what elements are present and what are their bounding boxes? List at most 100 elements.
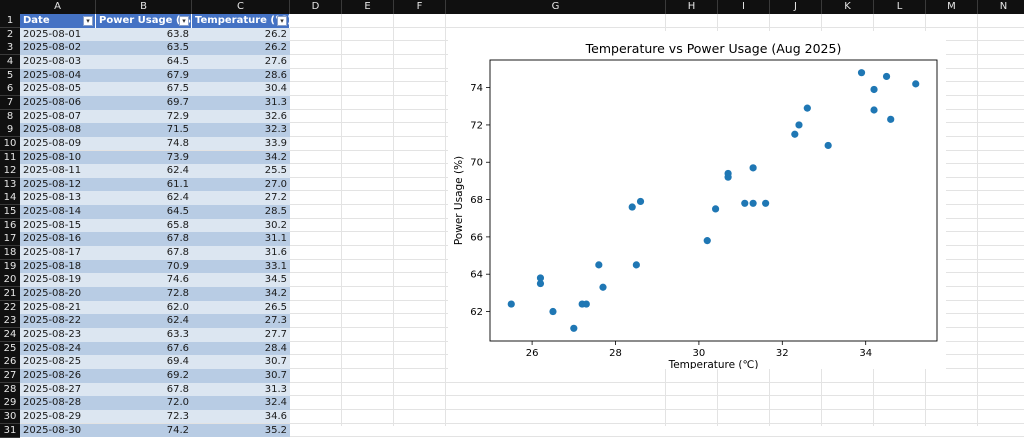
table-cell[interactable]: 2025-08-15: [20, 218, 96, 233]
row-header-14[interactable]: 14: [0, 191, 20, 206]
table-cell[interactable]: 26.2: [192, 27, 290, 42]
table-cell[interactable]: 31.3: [192, 95, 290, 110]
data-point[interactable]: [636, 197, 645, 206]
table-cell[interactable]: 2025-08-07: [20, 109, 96, 124]
table-cell[interactable]: 63.8: [96, 27, 192, 42]
table-cell[interactable]: 30.4: [192, 82, 290, 96]
filter-dropdown-icon[interactable]: ▾: [179, 16, 189, 26]
table-cell[interactable]: 30.2: [192, 218, 290, 233]
table-cell[interactable]: 74.8: [96, 136, 192, 151]
data-point[interactable]: [595, 261, 603, 269]
column-header-i[interactable]: I: [718, 0, 770, 14]
table-cell[interactable]: 34.6: [192, 409, 290, 424]
table-cell[interactable]: 69.4: [96, 355, 192, 369]
column-header-e[interactable]: E: [342, 0, 394, 14]
table-cell[interactable]: 2025-08-23: [20, 327, 96, 342]
data-point[interactable]: [741, 199, 749, 207]
table-cell[interactable]: 2025-08-29: [20, 409, 96, 424]
data-point[interactable]: [912, 80, 920, 88]
table-cell[interactable]: 71.5: [96, 123, 192, 137]
filter-dropdown-icon[interactable]: ▾: [277, 16, 287, 26]
data-point[interactable]: [536, 274, 545, 282]
table-cell[interactable]: 2025-08-13: [20, 191, 96, 206]
row-header-13[interactable]: 13: [0, 177, 20, 192]
table-cell[interactable]: 31.6: [192, 246, 290, 260]
table-cell[interactable]: 27.3: [192, 314, 290, 328]
table-cell[interactable]: 2025-08-19: [20, 273, 96, 287]
table-cell[interactable]: 31.3: [192, 382, 290, 397]
scatter-chart[interactable]: Temperature vs Power Usage (Aug 2025) 26 2…: [448, 31, 946, 371]
table-cell[interactable]: 72.9: [96, 109, 192, 124]
column-header-l[interactable]: L: [874, 0, 926, 14]
row-header-5[interactable]: 5: [0, 68, 20, 83]
table-cell[interactable]: 63.5: [96, 41, 192, 55]
data-point[interactable]: [582, 300, 590, 308]
table-cell[interactable]: 34.2: [192, 150, 290, 165]
row-header-30[interactable]: 30: [0, 409, 20, 424]
row-header-2[interactable]: 2: [0, 27, 20, 42]
table-cell[interactable]: 25.5: [192, 164, 290, 178]
table-cell[interactable]: 2025-08-06: [20, 95, 96, 110]
table-cell[interactable]: 27.0: [192, 177, 290, 192]
table-cell[interactable]: 67.9: [96, 68, 192, 83]
table-cell[interactable]: 32.6: [192, 109, 290, 124]
data-point[interactable]: [549, 307, 557, 316]
row-header-18[interactable]: 18: [0, 246, 20, 261]
table-cell[interactable]: 30.7: [192, 368, 290, 383]
row-header-16[interactable]: 16: [0, 218, 20, 233]
table-cell[interactable]: 2025-08-22: [20, 314, 96, 328]
column-header-b[interactable]: B: [96, 0, 192, 14]
table-cell[interactable]: 2025-08-10: [20, 150, 96, 165]
data-point[interactable]: [882, 72, 891, 81]
table-cell[interactable]: 74.6: [96, 273, 192, 287]
data-point[interactable]: [632, 261, 640, 269]
data-point[interactable]: [887, 115, 895, 123]
table-cell[interactable]: 2025-08-18: [20, 259, 96, 274]
table-header-1[interactable]: Power Usage (%): [96, 14, 192, 28]
table-cell[interactable]: 2025-08-11: [20, 164, 96, 178]
table-cell[interactable]: 32.3: [192, 123, 290, 137]
table-cell[interactable]: 70.9: [96, 259, 192, 274]
table-cell[interactable]: 64.5: [96, 54, 192, 69]
table-cell[interactable]: 2025-08-17: [20, 246, 96, 260]
row-header-9[interactable]: 9: [0, 123, 20, 138]
table-cell[interactable]: 2025-08-09: [20, 136, 96, 151]
table-cell[interactable]: 2025-08-12: [20, 177, 96, 192]
data-point[interactable]: [599, 283, 607, 291]
column-header-n[interactable]: N: [978, 0, 1024, 14]
data-point[interactable]: [870, 85, 878, 94]
table-cell[interactable]: 28.5: [192, 205, 290, 219]
row-header-20[interactable]: 20: [0, 273, 20, 288]
row-header-22[interactable]: 22: [0, 300, 20, 315]
table-cell[interactable]: 2025-08-01: [20, 27, 96, 42]
column-header-m[interactable]: M: [926, 0, 978, 14]
row-header-10[interactable]: 10: [0, 136, 20, 151]
table-cell[interactable]: 26.2: [192, 41, 290, 55]
row-header-17[interactable]: 17: [0, 232, 20, 247]
table-cell[interactable]: 34.2: [192, 287, 290, 301]
row-header-7[interactable]: 7: [0, 95, 20, 110]
data-point[interactable]: [507, 300, 515, 308]
table-cell[interactable]: 67.8: [96, 232, 192, 247]
data-point[interactable]: [803, 104, 811, 112]
data-point[interactable]: [536, 279, 545, 288]
table-cell[interactable]: 33.1: [192, 259, 290, 274]
table-cell[interactable]: 62.4: [96, 314, 192, 328]
table-cell[interactable]: 73.9: [96, 150, 192, 165]
data-point[interactable]: [857, 69, 866, 77]
table-cell[interactable]: 2025-08-03: [20, 54, 96, 69]
table-cell[interactable]: 31.1: [192, 232, 290, 247]
table-cell[interactable]: 28.6: [192, 68, 290, 83]
table-cell[interactable]: 2025-08-20: [20, 287, 96, 301]
select-all-corner[interactable]: [0, 0, 20, 14]
table-cell[interactable]: 2025-08-25: [20, 355, 96, 369]
table-cell[interactable]: 27.6: [192, 54, 290, 69]
row-header-6[interactable]: 6: [0, 82, 20, 97]
column-header-c[interactable]: C: [192, 0, 290, 14]
row-header-12[interactable]: 12: [0, 164, 20, 179]
table-cell[interactable]: 67.8: [96, 246, 192, 260]
data-point[interactable]: [703, 237, 711, 245]
table-cell[interactable]: 64.5: [96, 205, 192, 219]
row-header-19[interactable]: 19: [0, 259, 20, 274]
table-header-0[interactable]: Date: [20, 14, 96, 28]
